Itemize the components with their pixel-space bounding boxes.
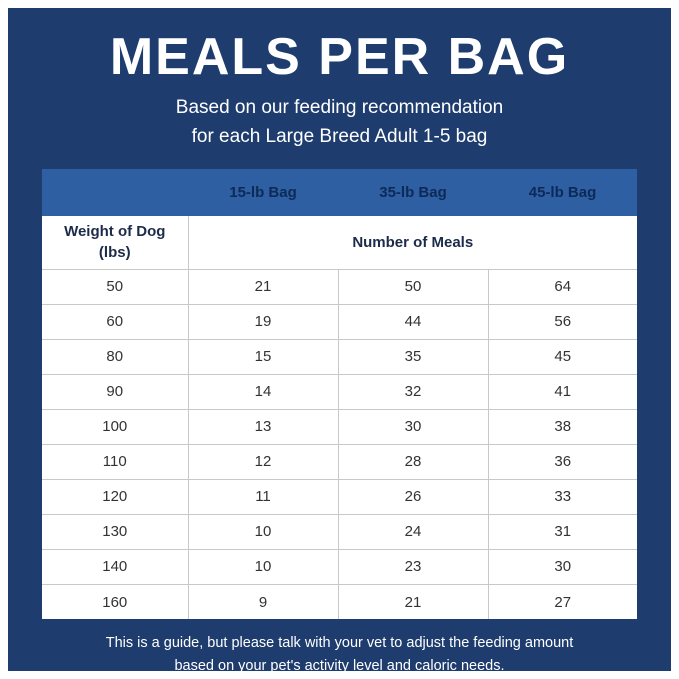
meals-cell: 27 xyxy=(487,583,637,620)
table-row: 100 13 30 38 xyxy=(42,408,637,445)
meals-cell: 15 xyxy=(187,338,339,375)
table-row: 90 14 32 41 xyxy=(42,373,637,410)
table-row: 120 11 26 33 xyxy=(42,478,637,515)
subtitle-line-1: Based on our feeding recommendation xyxy=(175,96,504,118)
meals-cell: 31 xyxy=(487,513,637,550)
meals-cell: 30 xyxy=(487,548,637,585)
meals-cell: 23 xyxy=(337,548,489,585)
table-row: 140 10 23 30 xyxy=(42,548,637,585)
meals-cell: 41 xyxy=(487,373,637,410)
weight-cell: 160 xyxy=(42,583,189,620)
weight-header-line-1: Weight of Dog xyxy=(64,223,166,241)
meals-cell: 38 xyxy=(487,408,637,445)
meals-cell: 10 xyxy=(187,548,339,585)
weight-cell: 130 xyxy=(42,513,189,550)
weight-cell: 90 xyxy=(42,373,189,410)
meals-cell: 28 xyxy=(337,443,489,480)
weight-cell: 50 xyxy=(42,268,189,305)
table-row: 160 9 21 27 xyxy=(42,583,637,620)
table-row: 50 21 50 64 xyxy=(42,268,637,305)
meals-cell: 24 xyxy=(337,513,489,550)
number-of-meals-header: Number of Meals xyxy=(187,216,637,270)
table-row: 110 12 28 36 xyxy=(42,443,637,480)
weight-cell: 140 xyxy=(42,548,189,585)
footer-note-line-2: based on your pet's activity level and c… xyxy=(174,657,505,674)
meals-cell: 50 xyxy=(337,268,489,305)
meals-cell: 56 xyxy=(487,303,637,340)
table-row: 80 15 35 45 xyxy=(42,338,637,375)
bag-size-header-row: 15-lb Bag 35-lb Bag 45-lb Bag xyxy=(42,169,637,217)
meals-cell: 32 xyxy=(337,373,489,410)
subtitle-line-2: for each Large Breed Adult 1-5 bag xyxy=(191,126,488,148)
sub-header-row: Weight of Dog (lbs) Number of Meals xyxy=(42,216,637,270)
meals-cell: 35 xyxy=(337,338,489,375)
table-body: 50 21 50 64 60 19 44 56 80 15 35 45 90 14 32 41 100 13 30 3… xyxy=(42,268,637,620)
weight-header-line-2: (lbs) xyxy=(98,243,131,261)
meals-cell: 21 xyxy=(187,268,339,305)
meals-cell: 33 xyxy=(487,478,637,515)
meals-cell: 12 xyxy=(187,443,339,480)
weight-of-dog-header: Weight of Dog (lbs) xyxy=(42,216,189,270)
footer-note: This is a guide, but please talk with yo… xyxy=(106,632,574,677)
meals-cell: 44 xyxy=(337,303,489,340)
meals-cell: 36 xyxy=(487,443,637,480)
meals-cell: 10 xyxy=(187,513,339,550)
meals-cell: 26 xyxy=(337,478,489,515)
meals-cell: 14 xyxy=(187,373,339,410)
footer-note-line-1: This is a guide, but please talk with yo… xyxy=(105,635,574,652)
meals-cell: 11 xyxy=(187,478,339,515)
page-title: MEALS PER BAG xyxy=(109,28,570,86)
column-header-45lb-bag: 45-lb Bag xyxy=(488,169,637,217)
meals-cell: 9 xyxy=(187,583,339,620)
meals-cell: 45 xyxy=(487,338,637,375)
meals-cell: 13 xyxy=(187,408,339,445)
column-header-15lb-bag: 15-lb Bag xyxy=(188,169,338,217)
table-row: 130 10 24 31 xyxy=(42,513,637,550)
meals-cell: 30 xyxy=(337,408,489,445)
meals-cell: 64 xyxy=(487,268,637,305)
weight-cell: 100 xyxy=(42,408,189,445)
subtitle: Based on our feeding recommendation for … xyxy=(176,93,503,152)
weight-cell: 110 xyxy=(42,443,189,480)
weight-cell: 80 xyxy=(42,338,189,375)
meals-cell: 19 xyxy=(187,303,339,340)
weight-cell: 60 xyxy=(42,303,189,340)
meals-per-bag-table: 15-lb Bag 35-lb Bag 45-lb Bag Weight of … xyxy=(42,169,637,620)
meals-per-bag-infographic: MEALS PER BAG Based on our feeding recom… xyxy=(8,8,671,674)
meals-cell: 21 xyxy=(337,583,489,620)
empty-header-cell xyxy=(42,169,188,217)
column-header-35lb-bag: 35-lb Bag xyxy=(338,169,488,217)
table-row: 60 19 44 56 xyxy=(42,303,637,340)
weight-cell: 120 xyxy=(42,478,189,515)
